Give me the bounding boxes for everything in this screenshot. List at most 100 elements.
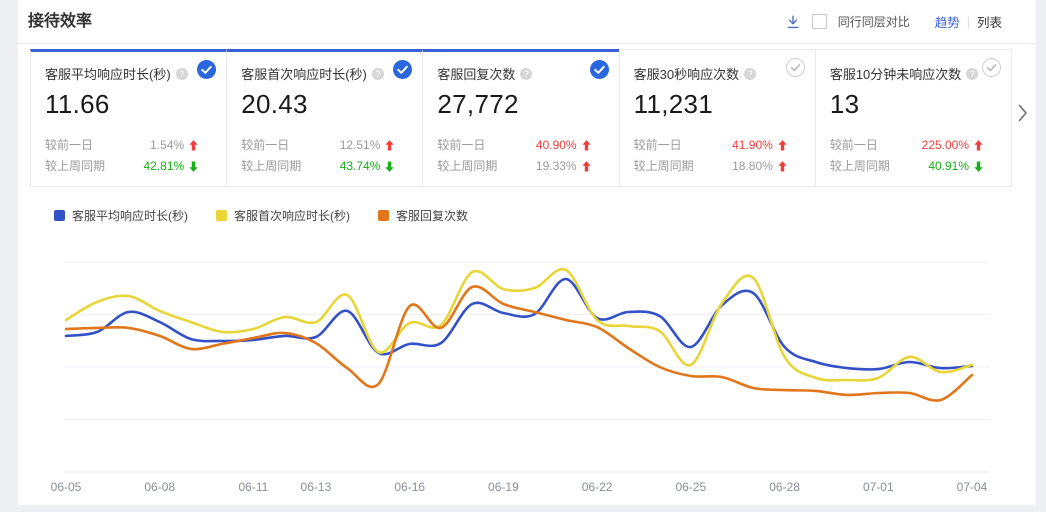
metric-card-1[interactable]: 客服平均响应时长(秒)? 11.66 较前一日 1.54% 较上周同期 42.81%: [30, 49, 228, 187]
peer-compare-label[interactable]: 同行同层对比: [837, 15, 910, 29]
legend-item-2[interactable]: 客服首次响应时长(秒): [216, 207, 350, 224]
check-icon: [790, 64, 801, 72]
check-icon: [593, 65, 605, 74]
metric-card-4[interactable]: 客服30秒响应次数? 11,231 较前一日 41.90% 较上周同期 18.80%: [618, 49, 816, 187]
legend-swatch: [54, 210, 65, 221]
card-title-row: 客服首次响应时长(秒)?: [241, 64, 408, 83]
card-compare-rows: 较前一日 1.54% 较上周同期 42.81%: [45, 135, 212, 177]
cards-next-button[interactable]: [1012, 100, 1034, 126]
selected-check-badge[interactable]: [393, 60, 413, 79]
trend-chart-svg: 06-05 06-08 06-11 06-13 06-16 06-19 06-22 06-25…: [51, 261, 990, 494]
reception-efficiency-panel: 接待效率 同行同层对比 趋势 | 列表 客服平均响应时长(秒)? 11.66 较前一…: [18, 0, 1036, 505]
compare-label: 较前一日: [633, 138, 682, 152]
unselected-check-badge[interactable]: [982, 58, 1002, 77]
series-line-1: [64, 277, 974, 371]
info-icon[interactable]: ?: [371, 67, 384, 80]
compare-value: 41.90%: [732, 138, 773, 152]
card-compare-rows: 较前一日 40.90% 较上周同期 19.33%: [437, 135, 604, 177]
x-tick-label: 06-16: [394, 480, 425, 494]
compare-row: 较上周同期 19.33%: [437, 156, 591, 177]
compare-row: 较前一日 41.90%: [634, 135, 787, 156]
check-icon: [397, 65, 409, 74]
arrow-up-icon: [189, 140, 198, 151]
info-icon[interactable]: ?: [175, 67, 188, 80]
chevron-right-icon: [1018, 104, 1027, 122]
compare-row: 较上周同期 42.81%: [45, 156, 198, 177]
page-title: 接待效率: [28, 13, 93, 30]
tab-trend[interactable]: 趋势: [934, 16, 960, 30]
unselected-check-badge[interactable]: [785, 58, 805, 77]
compare-label: 较上周同期: [241, 159, 302, 173]
compare-row: 较上周同期 18.80%: [634, 156, 787, 177]
card-title-row: 客服平均响应时长(秒)?: [45, 64, 212, 83]
x-tick-label: 06-28: [769, 480, 800, 494]
view-toggle: 趋势 | 列表: [935, 12, 1002, 31]
compare-label: 较前一日: [241, 138, 290, 152]
selected-check-badge[interactable]: [589, 60, 609, 79]
info-icon[interactable]: ?: [520, 67, 533, 80]
x-tick-label: 06-08: [144, 480, 175, 494]
x-tick-label: 06-13: [301, 480, 332, 494]
x-tick-label: 07-01: [863, 480, 894, 494]
card-title: 客服平均响应时长(秒): [45, 67, 171, 82]
card-value: 11.66: [45, 89, 110, 119]
card-title-row: 客服30秒响应次数?: [634, 64, 801, 83]
trend-chart[interactable]: 06-05 06-08 06-11 06-13 06-16 06-19 06-22 06-25…: [18, 240, 1036, 505]
card-title: 客服回复次数: [437, 67, 516, 82]
compare-value: 18.80%: [732, 159, 773, 173]
arrow-down-icon: [385, 161, 395, 172]
compare-label: 较前一日: [829, 138, 878, 152]
compare-label: 较前一日: [437, 138, 486, 152]
legend-item-1[interactable]: 客服平均响应时长(秒): [54, 207, 188, 224]
legend-label: 客服回复次数: [396, 209, 469, 223]
arrow-up-icon: [385, 140, 395, 151]
card-value: 27,772: [437, 89, 519, 119]
info-icon[interactable]: ?: [744, 67, 757, 80]
compare-row: 较前一日 225.00%: [830, 135, 983, 156]
legend-swatch: [378, 210, 389, 221]
x-tick-label: 06-11: [238, 480, 268, 494]
card-title-row: 客服回复次数?: [437, 64, 604, 83]
arrow-up-icon: [581, 161, 591, 172]
x-tick-label: 06-25: [675, 480, 706, 494]
arrow-up-icon: [778, 161, 787, 172]
legend-swatch: [216, 210, 227, 221]
compare-label: 较上周同期: [45, 159, 106, 173]
compare-row: 较前一日 12.51%: [241, 135, 395, 156]
compare-value: 19.33%: [535, 159, 577, 173]
header-controls: 同行同层对比 趋势 | 列表: [785, 0, 1002, 43]
compare-value: 40.90%: [535, 138, 577, 152]
compare-label: 较上周同期: [829, 159, 890, 173]
metric-card-5[interactable]: 客服10分钟未响应次数? 13 较前一日 225.00% 较上周同期 40.91%: [814, 49, 1013, 187]
tab-list[interactable]: 列表: [976, 16, 1002, 30]
info-icon[interactable]: ?: [966, 67, 979, 80]
x-tick-label: 06-19: [488, 480, 519, 494]
compare-value: 12.51%: [339, 138, 381, 152]
legend-label: 客服平均响应时长(秒): [72, 209, 188, 223]
peer-compare-checkbox[interactable]: [811, 14, 827, 29]
view-divider: |: [966, 14, 970, 29]
metric-card-2[interactable]: 客服首次响应时长(秒)? 20.43 较前一日 12.51% 较上周同期 43.74%: [226, 49, 424, 187]
metric-card-3[interactable]: 客服回复次数? 27,772 较前一日 40.90% 较上周同期 19.33%: [422, 49, 620, 187]
series-line-2: [64, 267, 974, 382]
download-button[interactable]: [785, 14, 801, 30]
compare-label: 较前一日: [45, 138, 94, 152]
card-value: 20.43: [241, 89, 308, 119]
check-icon: [201, 65, 213, 74]
compare-label: 较上周同期: [633, 159, 694, 173]
chart-legend: 客服平均响应时长(秒) 客服首次响应时长(秒) 客服回复次数: [54, 207, 468, 224]
card-compare-rows: 较前一日 225.00% 较上周同期 40.91%: [830, 135, 997, 177]
compare-value: 42.81%: [143, 159, 185, 173]
legend-item-3[interactable]: 客服回复次数: [378, 207, 468, 224]
x-tick-label: 06-05: [51, 480, 82, 494]
download-icon: [787, 15, 799, 28]
compare-value: 40.91%: [928, 159, 970, 173]
card-title: 客服首次响应时长(秒): [241, 67, 367, 82]
selected-check-badge[interactable]: [197, 60, 217, 79]
metric-cards: 客服平均响应时长(秒)? 11.66 较前一日 1.54% 较上周同期 42.81% 客服首…: [30, 49, 1013, 187]
compare-row: 较前一日 40.90%: [437, 135, 591, 156]
arrow-down-icon: [189, 161, 198, 172]
compare-value: 225.00%: [921, 138, 970, 152]
panel-header: 接待效率 同行同层对比 趋势 | 列表: [18, 0, 1036, 44]
compare-row: 较上周同期 40.91%: [830, 156, 983, 177]
